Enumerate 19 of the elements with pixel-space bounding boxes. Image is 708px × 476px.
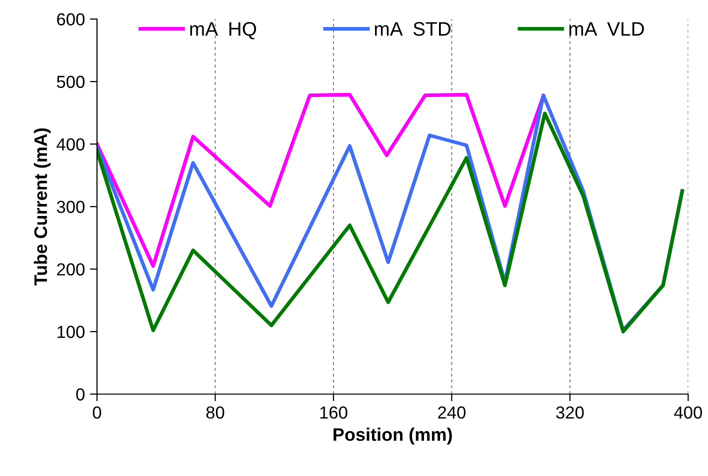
y-tick-label: 200 xyxy=(57,263,85,276)
y-tick-label: 600 xyxy=(57,13,85,26)
y-tick-label: 100 xyxy=(58,326,85,338)
x-tick-label: 160 xyxy=(320,406,348,419)
x-tick-label: 400 xyxy=(674,406,702,419)
legend-label: mA STD xyxy=(374,22,451,36)
y-tick-label: 0 xyxy=(76,388,85,401)
y-tick-label: 400 xyxy=(56,138,85,151)
x-axis-title: Position (mm) xyxy=(334,428,452,445)
y-tick-label: 300 xyxy=(56,200,85,214)
y-tick-label: 500 xyxy=(56,76,85,88)
y-axis-title: Tube Current (mA) xyxy=(34,128,51,286)
x-tick-label: 320 xyxy=(556,406,584,419)
x-tick-label: 80 xyxy=(206,406,224,419)
legend-label: mA HQ xyxy=(190,22,256,40)
legend-label: mA VLD xyxy=(569,22,644,36)
x-tick-label: 240 xyxy=(438,406,466,419)
x-tick-label: 0 xyxy=(92,406,102,419)
line-series xyxy=(96,92,546,268)
